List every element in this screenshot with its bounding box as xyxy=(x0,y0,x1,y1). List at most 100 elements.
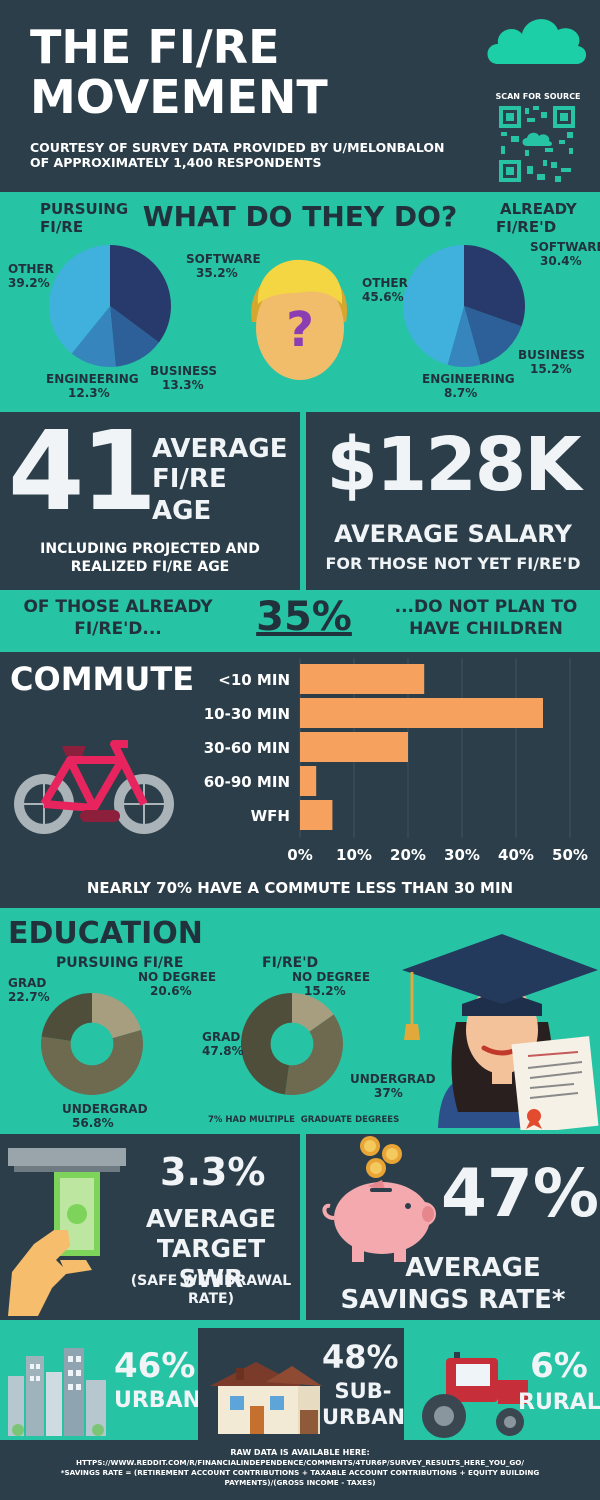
commute-x-tick-label: 20% xyxy=(390,846,426,864)
tractor-icon xyxy=(422,1352,528,1438)
education-heading: EDUCATION xyxy=(8,916,203,951)
piggy-bank-icon xyxy=(322,1136,436,1262)
children-left-1: OF THOSE ALREADY xyxy=(23,597,213,617)
page-title-line-2: MOVEMENT xyxy=(30,70,328,124)
commute-x-tick-label: 40% xyxy=(498,846,534,864)
donut-fired-slice-undergrad xyxy=(284,1014,343,1095)
pie-already-slice-business xyxy=(464,306,522,365)
pursuing-engineering-label: ENGINEERING 12.3% xyxy=(46,372,139,400)
already-other-category: OTHER xyxy=(362,276,408,290)
pursuing-engineering-category: ENGINEERING xyxy=(46,372,139,386)
pursuing-other-category: OTHER xyxy=(8,262,54,276)
donut-pursuing-hole xyxy=(70,1022,114,1066)
footer-line-4: PAYMENTS)/(GROSS INCOME - TAXES) xyxy=(224,1478,376,1487)
age-note-1: INCLUDING PROJECTED AND xyxy=(40,541,260,557)
swr-label-2: TARGET SWR xyxy=(156,1234,266,1293)
commute-bar-60-90-min xyxy=(300,766,317,796)
footer-line-1: RAW DATA IS AVAILABLE HERE: xyxy=(230,1448,370,1457)
fired-nodegree-value: 15.2% xyxy=(304,984,346,998)
commute-bar-wfh xyxy=(300,800,333,830)
already-software-label: SOFTWARE 30.4% xyxy=(530,240,600,268)
commute-category-label: 60-90 MIN xyxy=(204,773,290,791)
fired-grad-value: 47.8% xyxy=(202,1044,244,1058)
already-engineering-label: ENGINEERING 8.7% xyxy=(422,372,515,400)
commute-x-tick-label: 30% xyxy=(444,846,480,864)
pursuing-nodegree-label: NO DEGREE 20.6% xyxy=(138,970,216,998)
children-right-1: ...DO NOT PLAN TO xyxy=(394,597,578,617)
already-business-value: 15.2% xyxy=(530,362,572,376)
children-right-2: HAVE CHILDREN xyxy=(409,619,563,639)
salary-note: FOR THOSE NOT YET FI/RE'D xyxy=(325,554,581,573)
suburban-card: 48% SUB- URBAN xyxy=(198,1328,405,1440)
already-other-label: OTHER 45.6% xyxy=(362,276,408,304)
savings-card: 47% AVERAGE SAVINGS RATE* xyxy=(306,1134,600,1320)
education-section: EDUCATION PURSUING FI/RE FI/RE'D GRAD 22… xyxy=(0,908,600,1130)
education-footnote: 7% HAD MULTIPLE GRADUATE DEGREES xyxy=(208,1115,400,1125)
scan-label: SCAN FOR SOURCE xyxy=(495,92,581,101)
salary-value: $128K xyxy=(326,422,581,508)
pursuing-nodegree-category: NO DEGREE xyxy=(138,970,217,984)
footer-section: RAW DATA IS AVAILABLE HERE: HTTPS://WWW.… xyxy=(0,1440,600,1500)
swr-note-2: RATE) xyxy=(187,1291,235,1307)
age-card: 41 AVERAGE FI/RE AGE INCLUDING PROJECTED… xyxy=(0,412,300,590)
commute-heading: COMMUTE xyxy=(10,660,195,698)
footer-link[interactable]: HTTPS://WWW.REDDIT.COM/R/FINANCIALINDEPE… xyxy=(75,1458,525,1467)
commute-x-tick-label: 50% xyxy=(552,846,588,864)
pursuing-grad-value: 22.7% xyxy=(8,990,50,1004)
pursuing-undergrad-value: 56.8% xyxy=(72,1116,114,1130)
pie-pursuing-slice-other xyxy=(49,245,110,354)
pie-already-slice-other xyxy=(403,245,464,365)
commute-bar-chart: 0% 10% 20% 30% 40% 50% <10 MIN 10-30 MIN 30-60 M… xyxy=(204,658,588,864)
pursuing-software-value: 35.2% xyxy=(196,266,238,280)
fired-undergrad-category: UNDERGRAD xyxy=(350,1072,436,1086)
pursuing-business-label: BUSINESS 13.3% xyxy=(150,364,217,392)
already-label-2: FI/RE'D xyxy=(496,218,557,236)
swr-card: 3.3% AVERAGE TARGET SWR (SAFE WITHDRAWAL… xyxy=(0,1134,300,1320)
children-value: 35% xyxy=(256,594,352,640)
already-engineering-category: ENGINEERING xyxy=(422,372,515,386)
savings-label-1: AVERAGE xyxy=(405,1253,541,1283)
pursuing-software-category: SOFTWARE xyxy=(186,252,261,266)
pursuing-grad-label: GRAD 22.7% xyxy=(8,976,50,1004)
pie-pursuing-slice-business xyxy=(110,306,159,367)
commute-bar-30-60-min xyxy=(300,732,408,762)
donut-chart-pursuing xyxy=(41,993,144,1095)
subtitle-line-1: COURTESY OF SURVEY DATA PROVIDED BY U/ME… xyxy=(30,140,445,155)
pursuing-nodegree-value: 20.6% xyxy=(150,984,192,998)
pie-pursuing-slice-software xyxy=(110,245,171,343)
pie-chart-already xyxy=(403,245,525,367)
house-icon xyxy=(210,1362,322,1434)
qr-code-icon[interactable] xyxy=(497,104,577,184)
age-label-1: AVERAGE xyxy=(152,434,288,464)
pursuing-undergrad-category: UNDERGRAD xyxy=(62,1102,148,1116)
age-label-2: FI/RE xyxy=(152,464,227,494)
occupation-section: WHAT DO THEY DO? PURSUING FI/RE ALREADY … xyxy=(0,192,600,412)
atm-cash-icon xyxy=(8,1148,126,1316)
pursuing-software-label: SOFTWARE 35.2% xyxy=(186,252,261,280)
commute-category-label: <10 MIN xyxy=(218,671,290,689)
commute-category-label: WFH xyxy=(251,807,290,825)
pie-already-slice-engineering xyxy=(447,306,481,367)
pie-pursuing-slice-engineering xyxy=(71,306,116,367)
fired-nodegree-label: NO DEGREE 15.2% xyxy=(292,970,370,998)
already-software-category: SOFTWARE xyxy=(530,240,600,254)
pie-chart-pursuing xyxy=(49,245,171,367)
rates-section: 3.3% AVERAGE TARGET SWR (SAFE WITHDRAWAL… xyxy=(0,1130,600,1324)
commute-section: COMMUTE 0% 10% 20% 30% 40% 50% <10 MIN 10-30 MI… xyxy=(0,652,600,908)
savings-value: 47% xyxy=(441,1155,599,1232)
already-software-value: 30.4% xyxy=(540,254,582,268)
swr-note-1: (SAFE WITHDRAWAL xyxy=(130,1273,292,1289)
page-title-line-1: THE FI/RE xyxy=(30,20,280,74)
question-mark-text: ? xyxy=(286,302,314,358)
commute-bar-10-30-min xyxy=(300,698,543,728)
pie-already-slice-software xyxy=(464,245,525,327)
bicycle-icon xyxy=(14,740,174,834)
fired-undergrad-label: UNDERGRAD 37% xyxy=(350,1072,436,1100)
pursuing-grad-category: GRAD xyxy=(8,976,47,990)
already-label-1: ALREADY xyxy=(500,200,577,218)
children-section: OF THOSE ALREADY FI/RE'D... 35% ...DO NO… xyxy=(0,590,600,652)
pursuing-other-label: OTHER 39.2% xyxy=(8,262,54,290)
swr-label-1: AVERAGE xyxy=(145,1204,277,1233)
pursuing-business-category: BUSINESS xyxy=(150,364,217,378)
cloud-icon xyxy=(487,19,587,64)
